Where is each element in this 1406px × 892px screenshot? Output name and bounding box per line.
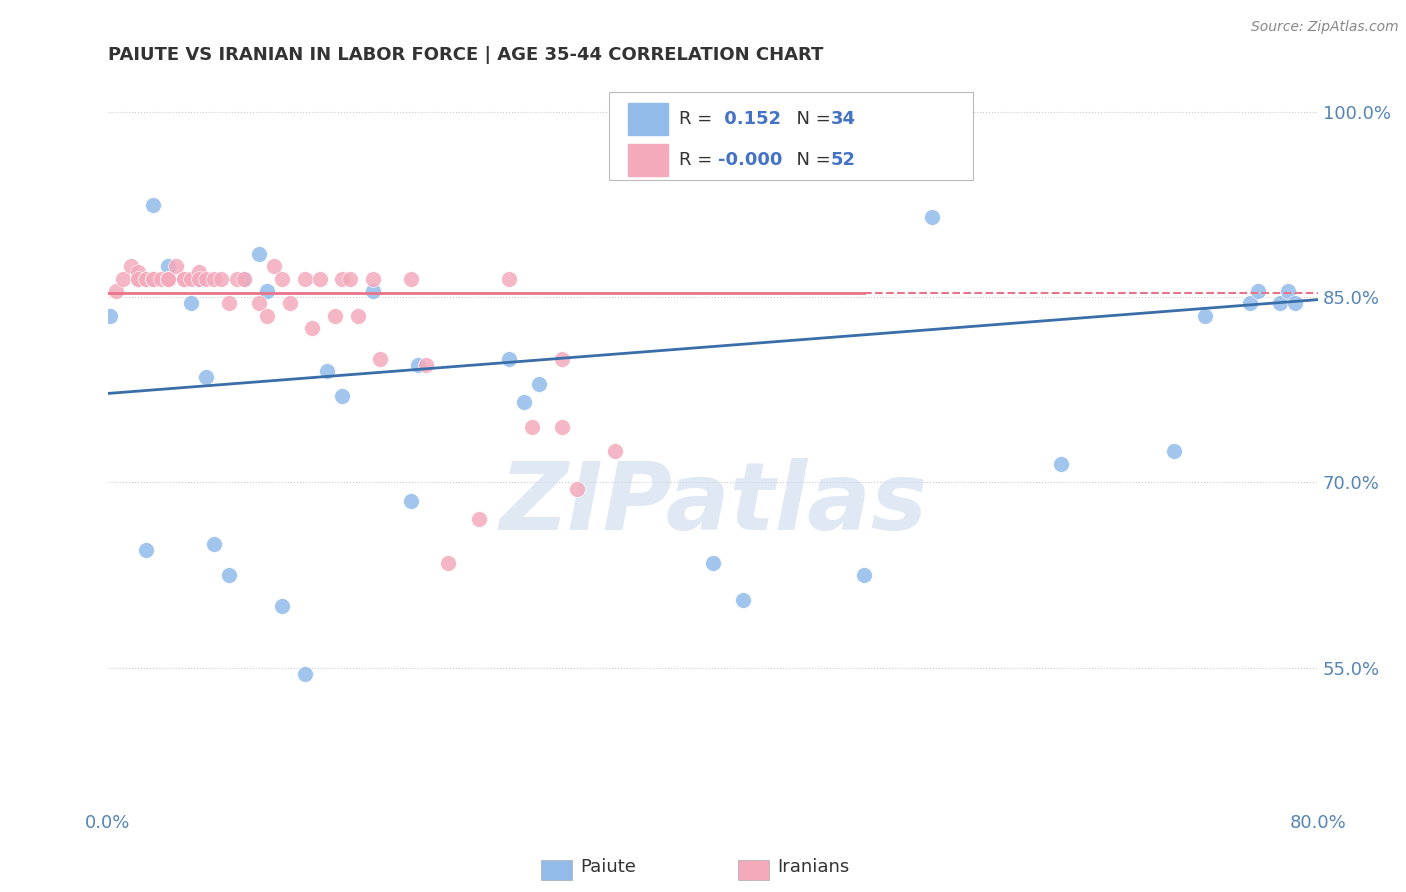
Point: [135, 271, 157, 285]
Point: [316, 364, 339, 378]
Point: [527, 376, 550, 391]
Point: [406, 358, 429, 372]
Point: [361, 271, 384, 285]
Point: [565, 482, 588, 496]
Point: [361, 284, 384, 298]
Point: [551, 419, 574, 434]
Point: [112, 271, 135, 285]
Point: [332, 271, 354, 285]
Point: [195, 370, 218, 384]
Point: [218, 296, 240, 310]
Point: [399, 271, 422, 285]
Point: [853, 568, 876, 582]
Point: [256, 309, 278, 323]
Point: [187, 265, 209, 279]
Point: [120, 259, 142, 273]
Text: N =: N =: [785, 151, 837, 169]
Point: [733, 592, 755, 607]
Point: [157, 271, 180, 285]
Point: [437, 556, 460, 570]
Point: [294, 271, 316, 285]
Point: [233, 271, 256, 285]
Point: [142, 197, 165, 211]
Point: [157, 259, 180, 273]
Point: [195, 271, 218, 285]
Point: [323, 309, 346, 323]
Point: [209, 271, 232, 285]
Point: [399, 494, 422, 508]
Point: [921, 210, 943, 224]
Point: [165, 259, 187, 273]
Point: [308, 271, 330, 285]
Text: R =: R =: [679, 110, 718, 128]
Point: [256, 284, 278, 298]
Point: [173, 271, 195, 285]
Point: [135, 543, 157, 558]
Point: [98, 309, 121, 323]
Point: [142, 271, 165, 285]
Point: [271, 599, 294, 613]
Point: [104, 284, 127, 298]
Text: 52: 52: [831, 151, 856, 169]
Point: [187, 271, 209, 285]
Point: [1270, 296, 1292, 310]
Point: [202, 537, 225, 551]
Point: [1050, 457, 1073, 471]
Point: [157, 271, 180, 285]
Point: [233, 271, 256, 285]
Point: [225, 271, 247, 285]
Point: [278, 296, 301, 310]
Point: [415, 358, 437, 372]
Point: [513, 395, 536, 409]
Text: Iranians: Iranians: [778, 858, 849, 876]
Point: [263, 259, 285, 273]
Point: [157, 271, 180, 285]
Text: Paiute: Paiute: [581, 858, 637, 876]
Point: [301, 321, 323, 335]
Point: [127, 265, 149, 279]
Text: R =: R =: [679, 151, 718, 169]
Point: [135, 271, 157, 285]
Text: Source: ZipAtlas.com: Source: ZipAtlas.com: [1251, 20, 1399, 34]
Text: N =: N =: [785, 110, 837, 128]
Point: [247, 247, 270, 261]
Point: [551, 351, 574, 366]
Text: -0.000: -0.000: [718, 151, 783, 169]
Point: [467, 512, 489, 526]
Point: [1284, 296, 1306, 310]
Point: [218, 568, 240, 582]
Point: [498, 271, 520, 285]
Text: 0.152: 0.152: [718, 110, 782, 128]
Point: [127, 271, 149, 285]
Point: [247, 296, 270, 310]
Point: [142, 271, 165, 285]
Point: [127, 271, 149, 285]
Point: [498, 351, 520, 366]
Point: [142, 271, 165, 285]
Point: [173, 271, 195, 285]
Point: [187, 271, 209, 285]
Text: PAIUTE VS IRANIAN IN LABOR FORCE | AGE 35-44 CORRELATION CHART: PAIUTE VS IRANIAN IN LABOR FORCE | AGE 3…: [108, 46, 824, 64]
Point: [339, 271, 361, 285]
Point: [1277, 284, 1299, 298]
Point: [332, 389, 354, 403]
Point: [346, 309, 368, 323]
Text: ZIPatlas: ZIPatlas: [499, 458, 927, 549]
Point: [180, 296, 202, 310]
Point: [520, 419, 543, 434]
Point: [1239, 296, 1261, 310]
Point: [202, 271, 225, 285]
Text: 34: 34: [831, 110, 856, 128]
Point: [180, 271, 202, 285]
Point: [603, 444, 626, 458]
Point: [271, 271, 294, 285]
Point: [1194, 309, 1216, 323]
Point: [702, 556, 724, 570]
Point: [149, 271, 172, 285]
Point: [368, 351, 391, 366]
Point: [294, 666, 316, 681]
Point: [1163, 444, 1185, 458]
Point: [1246, 284, 1268, 298]
Point: [142, 271, 165, 285]
